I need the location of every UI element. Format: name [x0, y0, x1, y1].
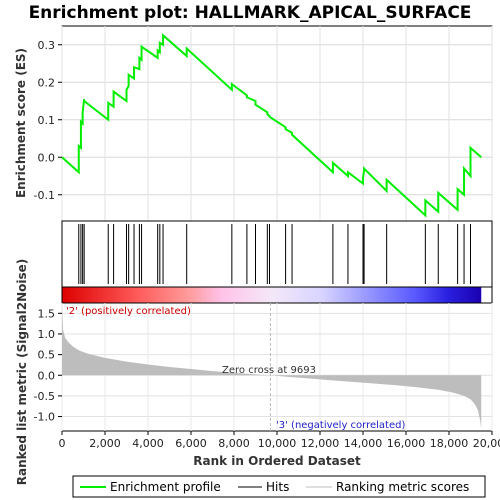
x-tick-label: 2,000	[89, 437, 121, 450]
es-tick-label: 0.1	[38, 114, 56, 127]
x-tick-label: 8,000	[218, 437, 250, 450]
chart-title: Enrichment plot: HALLMARK_APICAL_SURFACE	[29, 3, 472, 23]
es-gridlines	[61, 26, 493, 221]
x-tick-label: 10,000	[258, 437, 297, 450]
legend: Enrichment profile Hits Ranking metric s…	[72, 475, 486, 498]
x-tick-label: 20,000	[473, 437, 500, 450]
rank-color-bar	[62, 287, 482, 303]
negative-correlation-label: '3' (negatively correlated)	[276, 420, 405, 431]
legend-ranking-metric-scores: Ranking metric scores	[336, 480, 469, 494]
x-tick-label: 16,000	[387, 437, 426, 450]
metric-tick-label: 0.5	[38, 349, 56, 362]
x-tick-label: 12,000	[301, 437, 340, 450]
x-tick-label: 14,000	[344, 437, 383, 450]
hit-marks	[78, 224, 471, 284]
metric-panel: -1.0 -0.5 0.0 0.5 1.0 1.5 '2' (positively cor…	[34, 302, 493, 432]
zero-cross-label: Zero cross at 9693	[222, 365, 316, 376]
metric-tick-label: 1.0	[38, 328, 56, 341]
es-y-axis-title: Enrichment score (ES)	[14, 48, 28, 198]
metric-y-axis-title: Ranked list metric (Signal2Noise)	[15, 259, 29, 486]
metric-tick-label: -0.5	[34, 390, 55, 403]
metric-tick-label: 0.0	[38, 369, 56, 382]
es-tick-label: 0.0	[38, 151, 56, 164]
positive-correlation-label: '2' (positively correlated)	[66, 306, 191, 317]
es-y-ticks: -0.1 0.0 0.1 0.2 0.3	[34, 39, 62, 202]
x-axis-title: Rank in Ordered Dataset	[193, 454, 361, 468]
legend-enrichment-profile: Enrichment profile	[110, 480, 221, 494]
x-tick-label: 0	[59, 437, 66, 450]
es-tick-label: 0.2	[38, 76, 56, 89]
legend-hits: Hits	[266, 480, 289, 494]
x-tick-label: 6,000	[175, 437, 207, 450]
metric-tick-label: 1.5	[38, 307, 56, 320]
es-panel: -0.1 0.0 0.1 0.2 0.3	[34, 25, 493, 222]
x-tick-label: 18,000	[430, 437, 469, 450]
hits-panel	[61, 220, 493, 288]
enrichment-profile-line	[61, 33, 482, 218]
metric-y-ticks: -1.0 -0.5 0.0 0.5 1.0 1.5	[34, 307, 62, 424]
x-axis-ticks: 0 2,000 4,000 6,000 8,000 10,000 12,000 14,000 1…	[59, 431, 500, 450]
es-tick-label: 0.3	[38, 39, 56, 52]
ranking-metric-area	[62, 305, 482, 429]
metric-tick-label: -1.0	[34, 411, 55, 424]
x-tick-label: 4,000	[132, 437, 164, 450]
legend-frame	[72, 475, 486, 498]
es-tick-label: -0.1	[34, 189, 55, 202]
